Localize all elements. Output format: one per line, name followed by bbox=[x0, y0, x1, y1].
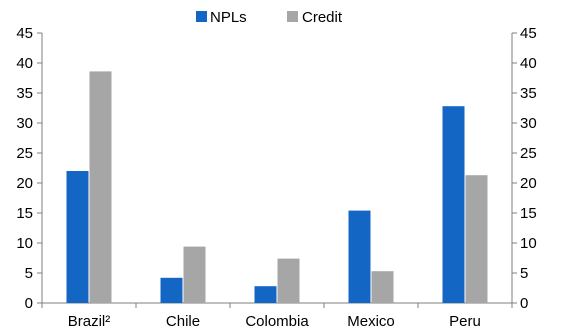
axes bbox=[37, 32, 517, 308]
tick-labels: 0 0 5 5 10 10 15 15 20 20 25 25 30 30 35 35 40 40 45 45 Braz… bbox=[16, 25, 536, 330]
y-tick-label-left: 10 bbox=[16, 235, 33, 252]
y-tick-label-left: 30 bbox=[16, 115, 33, 132]
legend-label-credit: Credit bbox=[302, 9, 343, 26]
bar-npls-4 bbox=[442, 106, 465, 303]
x-tick-label: Mexico bbox=[347, 313, 395, 330]
legend: NPLs Credit bbox=[196, 9, 343, 26]
bar-npls-2 bbox=[254, 286, 277, 303]
y-tick-label-left: 15 bbox=[16, 205, 33, 222]
y-tick-label-right: 40 bbox=[520, 55, 537, 72]
y-tick-label-left: 35 bbox=[16, 85, 33, 102]
bar-credit-0 bbox=[89, 71, 112, 304]
y-tick-label-right: 35 bbox=[520, 85, 537, 102]
y-tick-label-right: 45 bbox=[520, 25, 537, 42]
y-tick-label-right: 25 bbox=[520, 145, 537, 162]
y-tick-label-right: 30 bbox=[520, 115, 537, 132]
y-tick-label-left: 40 bbox=[16, 55, 33, 72]
y-tick-label-right: 0 bbox=[520, 295, 528, 312]
bar-credit-1 bbox=[183, 246, 206, 303]
bars bbox=[66, 71, 488, 304]
y-tick-label-left: 0 bbox=[25, 295, 33, 312]
y-tick-label-left: 20 bbox=[16, 175, 33, 192]
y-tick-label-left: 5 bbox=[25, 265, 33, 282]
x-tick-label: Peru bbox=[449, 313, 481, 330]
bar-credit-2 bbox=[277, 258, 300, 303]
x-tick-label: Colombia bbox=[245, 313, 309, 330]
x-tick-label: Chile bbox=[166, 313, 200, 330]
legend-swatch-npls bbox=[196, 11, 207, 22]
y-tick-label-right: 20 bbox=[520, 175, 537, 192]
legend-swatch-credit bbox=[287, 11, 298, 22]
y-tick-label-right: 15 bbox=[520, 205, 537, 222]
y-tick-label-left: 45 bbox=[16, 25, 33, 42]
x-tick-label: Brazil² bbox=[68, 313, 111, 330]
bar-npls-3 bbox=[348, 210, 371, 303]
bar-npls-0 bbox=[66, 171, 89, 303]
bar-credit-3 bbox=[371, 271, 394, 303]
bar-credit-4 bbox=[465, 175, 488, 303]
legend-label-npls: NPLs bbox=[210, 9, 247, 26]
y-tick-label-right: 5 bbox=[520, 265, 528, 282]
bar-npls-1 bbox=[160, 277, 183, 303]
y-tick-label-left: 25 bbox=[16, 145, 33, 162]
y-tick-label-right: 10 bbox=[520, 235, 537, 252]
